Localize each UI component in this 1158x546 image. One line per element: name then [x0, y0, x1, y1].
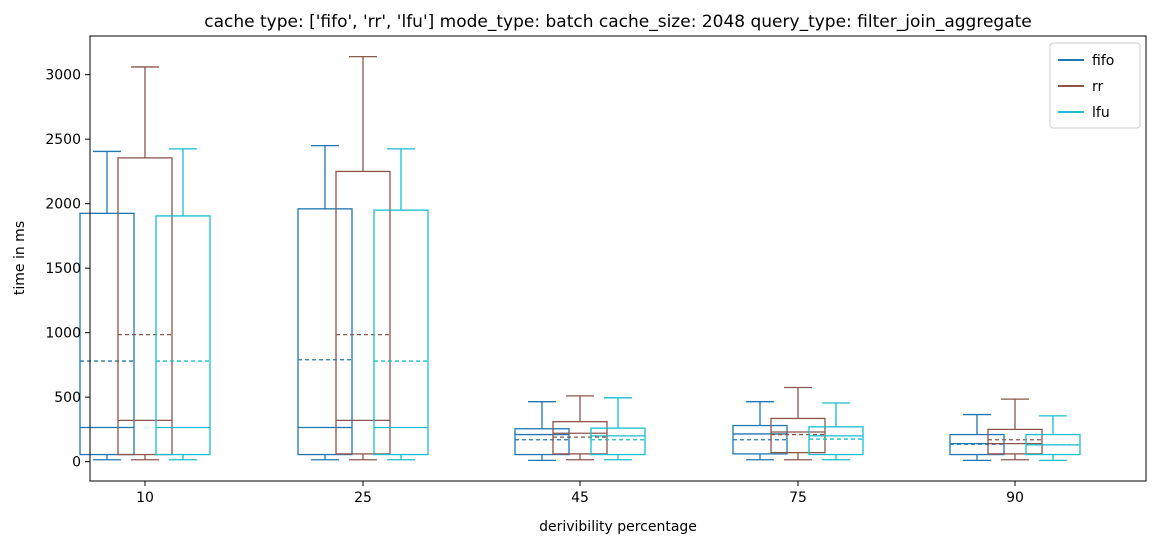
box-rr-45 — [552, 395, 608, 461]
box-iqr — [117, 157, 173, 456]
y-tick-label: 1000 — [45, 326, 81, 342]
y-tick-label: 0 — [72, 455, 81, 471]
box-lfu-25 — [373, 148, 429, 461]
boxes-layer — [79, 55, 1081, 462]
y-tick-label: 1500 — [45, 261, 81, 277]
legend-frame — [1049, 42, 1141, 129]
y-tick-label: 2500 — [45, 132, 81, 148]
y-tick-label: 3000 — [45, 68, 81, 84]
box-iqr — [590, 427, 646, 456]
x-tick-label: 45 — [571, 490, 589, 506]
legend-label: lfu — [1092, 105, 1110, 121]
legend-item-fifo: fifo — [1058, 53, 1114, 69]
box-lfu-45 — [590, 397, 646, 461]
x-tick-label: 90 — [1006, 490, 1024, 506]
box-iqr — [297, 208, 353, 456]
legend: fifo rr lfu — [1049, 42, 1141, 129]
chart-title: cache type: ['fifo', 'rr', 'lfu'] mode_t… — [204, 12, 1032, 32]
box-lfu-10 — [155, 148, 211, 461]
box-iqr — [808, 426, 864, 456]
box-iqr — [514, 428, 570, 456]
box-fifo-75 — [732, 401, 788, 461]
box-rr-90 — [987, 398, 1043, 461]
axes-layer: 0 500 1000 1500 2000 2500 3000 10 25 45 75 90 — [45, 68, 1024, 506]
plot-frame — [89, 35, 1147, 482]
box-iqr — [335, 170, 391, 455]
series-lfu — [155, 148, 1081, 462]
box-fifo-25 — [297, 144, 353, 461]
box-rr-75 — [770, 386, 826, 461]
box-iqr — [987, 428, 1043, 455]
y-axis-label: time in ms — [12, 221, 28, 295]
y-tick-label: 2000 — [45, 197, 81, 213]
legend-label: fifo — [1092, 53, 1114, 69]
box-iqr — [373, 209, 429, 456]
x-tick-label: 25 — [354, 490, 372, 506]
box-iqr — [155, 215, 211, 456]
box-rr-10 — [117, 66, 173, 461]
legend-item-rr: rr — [1058, 79, 1104, 95]
box-fifo-10 — [79, 150, 135, 461]
y-tick-label: 500 — [54, 390, 81, 406]
box-fifo-45 — [514, 401, 570, 462]
x-tick-label: 10 — [136, 490, 154, 506]
box-lfu-75 — [808, 402, 864, 461]
x-axis-label: derivibility percentage — [539, 519, 697, 535]
box-lfu-90 — [1025, 415, 1081, 462]
x-tick-label: 75 — [789, 490, 807, 506]
box-rr-25 — [335, 55, 391, 461]
legend-label: rr — [1092, 79, 1104, 95]
legend-item-lfu: lfu — [1058, 105, 1110, 121]
series-rr — [117, 55, 1043, 461]
series-fifo — [79, 144, 1005, 462]
